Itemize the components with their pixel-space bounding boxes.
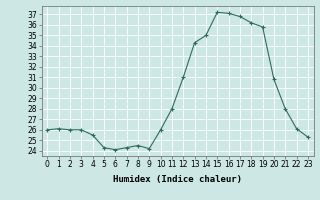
X-axis label: Humidex (Indice chaleur): Humidex (Indice chaleur) bbox=[113, 175, 242, 184]
